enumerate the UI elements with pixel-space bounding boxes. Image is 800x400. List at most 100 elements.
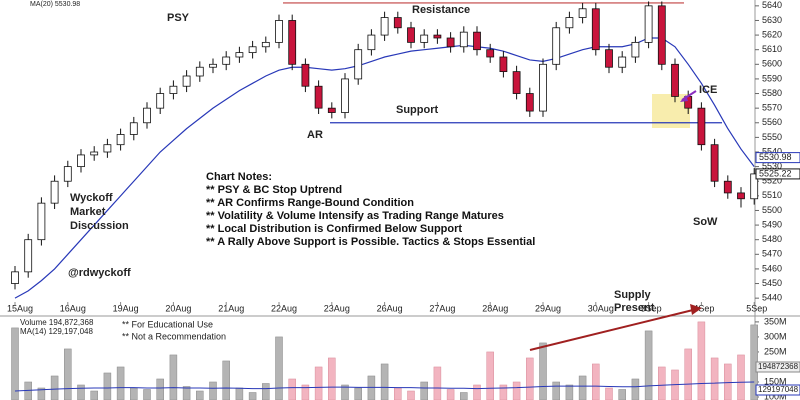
volume-bar (328, 357, 336, 400)
x-tick-label: 26Aug (377, 303, 403, 313)
volume-ma-value: 129197048 (758, 385, 799, 394)
candle-body (671, 63, 679, 97)
volume-ma-legend: MA(14) 129,197,048 (20, 327, 93, 336)
volume-bar (248, 392, 257, 400)
candle-body (182, 75, 191, 87)
candle-body (539, 63, 547, 112)
x-tick-label: 20Aug (165, 303, 191, 313)
candle-body (235, 52, 244, 58)
volume-bar (618, 389, 626, 400)
volume-bar (314, 366, 323, 400)
y-tick-label: 5600 (762, 59, 782, 69)
candle-body (314, 85, 323, 109)
candle-body (37, 202, 46, 241)
disclaimer: ** For Educational Use (122, 319, 213, 329)
y-tick-label: 350M (764, 316, 787, 326)
volume-bar (301, 384, 310, 400)
notes-title: Chart Notes: (206, 171, 272, 183)
volume-bar (644, 330, 653, 400)
supply-label: Present (614, 302, 655, 314)
x-tick-label: 4Sep (693, 303, 714, 313)
volume-bar (605, 387, 613, 400)
candle-body (459, 31, 468, 48)
y-tick-label: 5560 (762, 117, 782, 127)
volume-bar (169, 354, 178, 400)
candle-body (341, 78, 349, 113)
candle-body (275, 20, 283, 43)
volume-bar (143, 389, 151, 400)
volume-bar (724, 363, 732, 400)
candle-body (116, 134, 125, 146)
volume-bar (578, 375, 587, 400)
candle-body (723, 180, 732, 194)
volume-ma-line (14, 381, 755, 392)
candle-body (578, 8, 587, 18)
x-tick-label: 30Aug (588, 303, 614, 313)
volume-bar (446, 389, 455, 400)
y-tick-label: 5580 (762, 88, 782, 98)
y-tick-label: 5440 (762, 293, 782, 303)
value-box (755, 361, 800, 373)
x-tick-label: 16Aug (60, 303, 86, 313)
y-tick-label: 300M (764, 331, 787, 341)
x-tick-label: 27Aug (429, 303, 455, 313)
candle-body (261, 41, 270, 48)
volume-bar (341, 384, 349, 400)
volume-bar (235, 387, 244, 400)
value-box (755, 168, 800, 180)
note-line: ** AR Confirms Range-Bound Condition (206, 197, 414, 209)
volume-bar (486, 351, 494, 400)
volume-bar (380, 363, 389, 400)
volume-bar (196, 390, 204, 400)
sow-label: SoW (693, 216, 718, 228)
candle-body (710, 144, 719, 182)
candle-body (552, 27, 561, 65)
handle: @rdwyckoff (68, 267, 131, 279)
volume-value: 194872368 (758, 362, 799, 371)
volume-bar (262, 383, 270, 400)
y-tick-label: 5540 (762, 146, 782, 156)
x-tick-label: 5Sep (746, 303, 767, 313)
x-tick-label: 3Sep (641, 303, 662, 313)
wyckoff-line: Market (70, 206, 106, 218)
volume-bar (11, 327, 19, 400)
y-tick-label: 5590 (762, 73, 782, 83)
candle-body (737, 192, 745, 200)
volume-bar (116, 366, 125, 400)
candle-body (301, 63, 310, 87)
volume-bar (631, 378, 640, 400)
volume-bar (684, 348, 692, 400)
note-line: ** Volatility & Volume Intensify as Trad… (206, 210, 504, 222)
candle-body (63, 166, 72, 182)
candle-body (657, 5, 666, 65)
supply-arrow (529, 309, 694, 351)
candle-body (248, 46, 257, 54)
disclaimer: ** Not a Recommendation (122, 331, 226, 341)
volume-bar (50, 375, 59, 400)
y-tick-label: 5480 (762, 234, 782, 244)
candle-body (433, 34, 442, 39)
candle-body (327, 107, 336, 113)
ar-label: AR (307, 129, 323, 141)
candle-body (565, 17, 574, 29)
candle-body (90, 151, 99, 156)
candle-body (222, 56, 231, 65)
candle-body (618, 56, 627, 68)
candle-body (591, 8, 600, 51)
y-tick-label: 5630 (762, 15, 782, 25)
candle-body (393, 17, 402, 29)
value-box (755, 152, 800, 164)
volume-bar (209, 381, 217, 400)
candle-body (407, 27, 415, 43)
volume-bar (552, 381, 560, 400)
volume-bar (64, 348, 72, 400)
x-tick-label: 22Aug (271, 303, 297, 313)
volume-bar (539, 342, 547, 400)
candle-body (77, 154, 85, 168)
candle-body (129, 122, 138, 135)
volume-bar (592, 363, 600, 400)
candle-body (499, 56, 508, 73)
candle-body (50, 180, 59, 204)
